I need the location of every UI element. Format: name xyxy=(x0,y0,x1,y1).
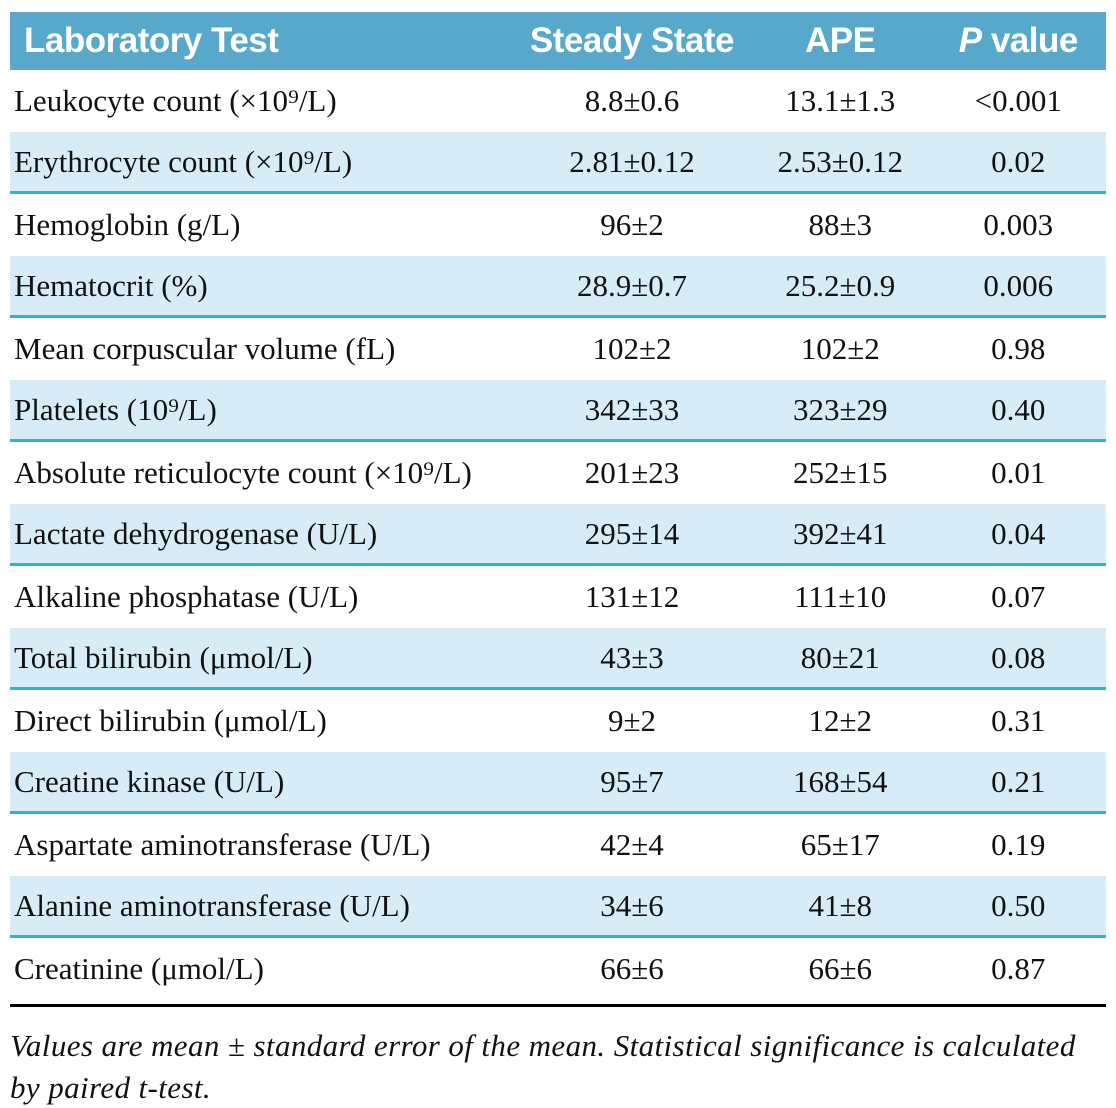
cell-ape: 168±54 xyxy=(792,763,888,799)
cell-steady-state: 28.9±0.7 xyxy=(576,267,687,303)
table-row: Hemoglobin (g/L) 96±2 88±3 0.003 xyxy=(10,194,1106,256)
cell-p-value: 0.98 xyxy=(991,331,1046,366)
cell-steady-state: 96±2 xyxy=(600,207,664,242)
table-row: Creatinine (μmol/L) 66±6 66±6 0.87 xyxy=(10,938,1106,1000)
column-header-laboratory-test: Laboratory Test xyxy=(24,21,279,60)
column-header-steady-state: Steady State xyxy=(529,21,735,60)
cell-p-value: <0.001 xyxy=(974,83,1062,118)
cell-p-value: 0.003 xyxy=(983,207,1054,242)
table-header-row: Laboratory Test Steady State APE P value xyxy=(10,12,1106,70)
cell-test-name: Hematocrit (%) xyxy=(14,267,208,303)
cell-ape: 88±3 xyxy=(808,207,872,242)
cell-ape: 2.53±0.12 xyxy=(777,143,903,179)
column-header-ape: APE xyxy=(804,21,876,60)
cell-test-name: Hemoglobin (g/L) xyxy=(14,207,241,242)
cell-ape: 66±6 xyxy=(808,951,872,986)
cell-ape: 323±29 xyxy=(792,391,888,427)
cell-ape: 65±17 xyxy=(800,827,880,862)
cell-steady-state: 131±12 xyxy=(584,579,680,614)
cell-steady-state: 2.81±0.12 xyxy=(569,143,695,179)
cell-p-value: 0.08 xyxy=(991,639,1046,675)
cell-ape: 102±2 xyxy=(800,331,880,366)
cell-p-value: 0.50 xyxy=(991,887,1046,923)
cell-steady-state: 66±6 xyxy=(600,951,664,986)
table-row: Alkaline phosphatase (U/L) 131±12 111±10… xyxy=(10,566,1106,628)
p-value-header-italic-p: P xyxy=(958,21,982,60)
table-row: Total bilirubin (μmol/L) 43±3 80±21 0.08 xyxy=(10,628,1106,690)
table-row: Leukocyte count (×10⁹/L) 8.8±0.6 13.1±1.… xyxy=(10,70,1106,132)
table-body: Leukocyte count (×10⁹/L) 8.8±0.6 13.1±1.… xyxy=(10,70,1106,1000)
cell-test-name: Direct bilirubin (μmol/L) xyxy=(14,703,327,738)
cell-ape: 25.2±0.9 xyxy=(785,267,896,303)
table-row: Mean corpuscular volume (fL) 102±2 102±2… xyxy=(10,318,1106,380)
table-row: Hematocrit (%) 28.9±0.7 25.2±0.9 0.006 xyxy=(10,256,1106,318)
table-footnote: Values are mean ± standard error of the … xyxy=(10,1028,1076,1105)
table-row: Absolute reticulocyte count (×10⁹/L) 201… xyxy=(10,442,1106,504)
cell-test-name: Total bilirubin (μmol/L) xyxy=(14,639,313,675)
cell-p-value: 0.40 xyxy=(991,391,1046,427)
cell-ape: 80±21 xyxy=(800,639,880,675)
cell-ape: 252±15 xyxy=(792,455,888,490)
cell-test-name: Alanine aminotransferase (U/L) xyxy=(14,887,410,923)
cell-p-value: 0.006 xyxy=(983,267,1054,303)
table-row: Aspartate aminotransferase (U/L) 42±4 65… xyxy=(10,814,1106,876)
cell-ape: 12±2 xyxy=(808,703,872,738)
cell-test-name: Creatinine (μmol/L) xyxy=(14,951,264,986)
cell-ape: 13.1±1.3 xyxy=(785,83,896,118)
cell-steady-state: 42±4 xyxy=(600,827,664,862)
cell-p-value: 0.21 xyxy=(991,763,1046,799)
cell-test-name: Creatine kinase (U/L) xyxy=(14,763,285,799)
table-row: Direct bilirubin (μmol/L) 9±2 12±2 0.31 xyxy=(10,690,1106,752)
footnote-divider xyxy=(10,1004,1106,1007)
cell-p-value: 0.01 xyxy=(991,455,1046,490)
cell-test-name: Absolute reticulocyte count (×10⁹/L) xyxy=(14,455,472,490)
cell-steady-state: 9±2 xyxy=(607,703,656,738)
table-row: Erythrocyte count (×10⁹/L) 2.81±0.12 2.5… xyxy=(10,132,1106,194)
cell-test-name: Lactate dehydrogenase (U/L) xyxy=(14,515,378,551)
cell-ape: 392±41 xyxy=(792,515,888,551)
cell-test-name: Leukocyte count (×10⁹/L) xyxy=(14,83,337,118)
cell-p-value: 0.19 xyxy=(991,827,1046,862)
cell-test-name: Platelets (10⁹/L) xyxy=(14,391,217,427)
table-row: Creatine kinase (U/L) 95±7 168±54 0.21 xyxy=(10,752,1106,814)
table-row: Platelets (10⁹/L) 342±33 323±29 0.40 xyxy=(10,380,1106,442)
cell-p-value: 0.04 xyxy=(991,515,1046,551)
cell-test-name: Aspartate aminotransferase (U/L) xyxy=(14,827,431,862)
table-row: Lactate dehydrogenase (U/L) 295±14 392±4… xyxy=(10,504,1106,566)
cell-p-value: 0.02 xyxy=(991,143,1046,179)
cell-steady-state: 95±7 xyxy=(600,763,664,799)
cell-test-name: Mean corpuscular volume (fL) xyxy=(14,331,396,366)
cell-steady-state: 102±2 xyxy=(592,331,672,366)
cell-ape: 111±10 xyxy=(794,579,887,614)
cell-steady-state: 43±3 xyxy=(600,639,664,675)
cell-p-value: 0.31 xyxy=(991,703,1046,738)
cell-test-name: Erythrocyte count (×10⁹/L) xyxy=(14,143,353,179)
cell-p-value: 0.07 xyxy=(991,579,1046,614)
cell-ape: 41±8 xyxy=(808,887,872,923)
cell-test-name: Alkaline phosphatase (U/L) xyxy=(14,579,359,614)
cell-steady-state: 8.8±0.6 xyxy=(584,83,680,118)
cell-steady-state: 201±23 xyxy=(584,455,680,490)
cell-p-value: 0.87 xyxy=(991,951,1046,986)
cell-steady-state: 34±6 xyxy=(600,887,664,923)
table-row: Alanine aminotransferase (U/L) 34±6 41±8… xyxy=(10,876,1106,938)
column-header-p-value: P value xyxy=(931,21,1106,61)
cell-steady-state: 342±33 xyxy=(584,391,680,427)
p-value-header-rest: value xyxy=(981,21,1079,60)
cell-steady-state: 295±14 xyxy=(584,515,680,551)
